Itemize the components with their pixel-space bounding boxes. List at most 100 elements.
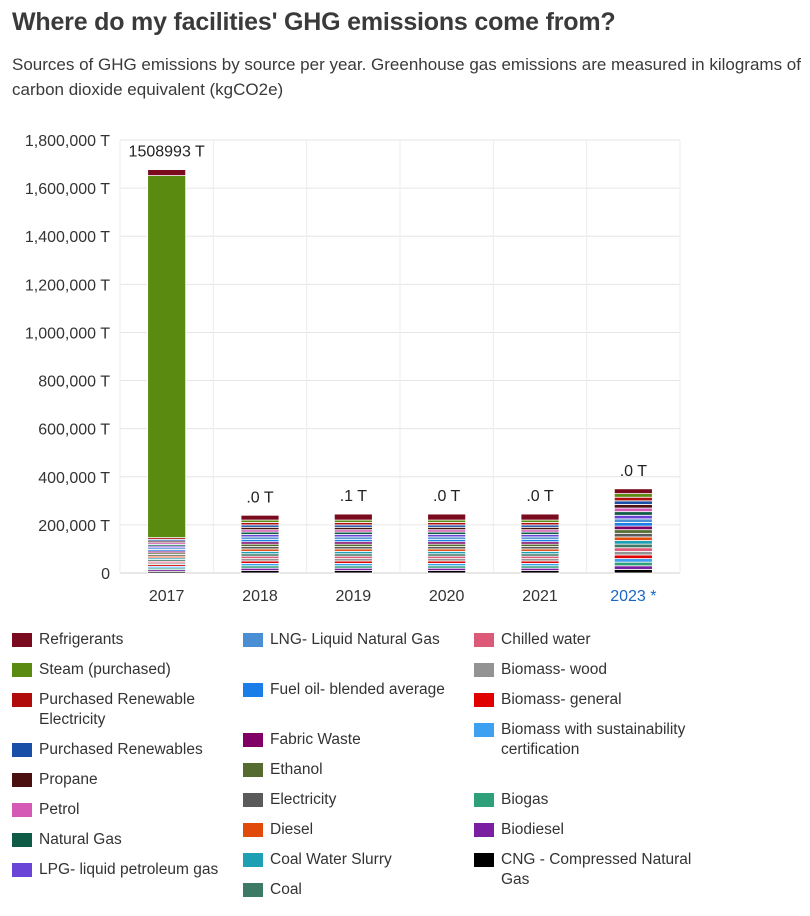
y-tick-label: 200,000 T	[38, 518, 110, 535]
legend-swatch	[474, 693, 494, 707]
bar-segment	[613, 522, 653, 527]
legend-swatch	[474, 633, 494, 647]
bar-segment	[613, 540, 653, 545]
bar-total-label: .1 T	[340, 488, 368, 505]
bar-segment	[613, 500, 653, 505]
bar-segment	[520, 513, 560, 521]
legend-swatch	[243, 633, 263, 647]
x-tick-label: 2017	[149, 588, 185, 605]
bar-segment	[613, 547, 653, 552]
x-tick-label: 2021	[522, 588, 558, 605]
legend-swatch	[12, 833, 32, 847]
legend-swatch	[474, 663, 494, 677]
bar-segment	[613, 565, 653, 570]
bar-segment	[613, 504, 653, 509]
bar-segment	[613, 561, 653, 567]
legend-swatch	[12, 743, 32, 757]
legend-label: Steam (purchased)	[39, 661, 171, 678]
legend-label: Biogas	[501, 791, 549, 808]
legend-swatch	[243, 733, 263, 747]
legend-label: LPG- liquid petroleum gas	[39, 861, 219, 878]
bar-segment	[613, 554, 653, 559]
legend-label: Natural Gas	[39, 831, 122, 848]
legend-swatch	[243, 683, 263, 697]
y-tick-label: 1,200,000 T	[25, 277, 110, 294]
legend-label: LNG- Liquid Natural Gas	[270, 631, 440, 648]
page-title: Where do my facilities' GHG emissions co…	[12, 8, 616, 36]
bar-segment	[613, 525, 653, 531]
bar-segment	[613, 536, 653, 541]
bar-segment	[613, 511, 653, 516]
bar-segment	[613, 558, 653, 563]
legend-swatch	[243, 853, 263, 867]
bar-segment	[613, 493, 653, 498]
legend-label: Purchased Renewable Electricity	[39, 691, 195, 728]
legend-label: Ethanol	[270, 761, 323, 778]
bar-segment	[613, 496, 653, 502]
legend-swatch	[243, 763, 263, 777]
legend-label: Biomass with sustainability certificatio…	[501, 721, 686, 758]
legend-label: Propane	[39, 771, 98, 788]
legend-swatch	[243, 823, 263, 837]
y-tick-label: 400,000 T	[38, 470, 110, 487]
legend-swatch	[243, 793, 263, 807]
y-tick-label: 1,400,000 T	[25, 229, 110, 246]
legend-swatch	[474, 853, 494, 867]
bar-segment	[613, 507, 653, 513]
y-tick-label: 800,000 T	[38, 374, 110, 391]
legend-swatch	[474, 823, 494, 837]
y-tick-label: 1,600,000 T	[25, 181, 110, 198]
bar-segment	[147, 175, 187, 539]
bar-segment	[613, 543, 653, 549]
bar-segment	[613, 514, 653, 520]
legend-label: Refrigerants	[39, 631, 124, 648]
legend-label: Diesel	[270, 821, 314, 838]
legend-label: Biomass- general	[501, 691, 622, 708]
bar-total-label: 1508993 T	[129, 144, 205, 161]
bar-segment	[613, 568, 653, 574]
y-tick-label: 1,000,000 T	[25, 325, 110, 342]
bar-segment	[613, 550, 653, 556]
x-tick-label: 2020	[429, 588, 465, 605]
legend-label: Biodiesel	[501, 821, 564, 838]
y-tick-label: 600,000 T	[38, 422, 110, 439]
legend-swatch	[12, 663, 32, 677]
y-tick-label: 0	[101, 566, 110, 583]
legend-swatch	[12, 863, 32, 877]
chart-subtitle: Sources of GHG emissions by source per y…	[12, 55, 801, 99]
x-tick-label: 2019	[336, 588, 372, 605]
y-tick-label: 1,800,000 T	[25, 133, 110, 150]
bar-segment	[613, 532, 653, 538]
bar-segment	[613, 488, 653, 495]
legend-swatch	[243, 883, 263, 897]
legend-swatch	[474, 793, 494, 807]
legend-swatch	[12, 803, 32, 817]
emissions-stacked-bar-chart: 0 200,000 T 400,000 T 600,000 T 800,000 T 1,0…	[25, 133, 681, 605]
legend-label: Fuel oil- blended average	[270, 681, 445, 698]
legend-swatch	[474, 723, 494, 737]
bar-segment	[333, 513, 373, 521]
legend-label: Coal Water Slurry	[270, 851, 392, 868]
bar-segment	[427, 513, 467, 521]
bar-total-label: .0 T	[620, 463, 648, 480]
legend-label: Coal	[270, 881, 302, 898]
x-tick-label: 2018	[242, 588, 278, 605]
legend-label: Biomass- wood	[501, 661, 607, 678]
legend-label: Purchased Renewables	[39, 741, 203, 758]
legend-label: Chilled water	[501, 631, 591, 648]
legend-label: CNG - Compressed Natural Gas	[501, 851, 692, 888]
bar-total-label: .0 T	[526, 488, 554, 505]
legend-label: Electricity	[270, 791, 337, 808]
bar-segment	[613, 518, 653, 523]
bar-segment	[613, 529, 653, 534]
bar-segment	[240, 514, 280, 521]
bar-total-label: .0 T	[433, 488, 461, 505]
legend-swatch	[12, 633, 32, 647]
bar-total-label: .0 T	[246, 489, 274, 506]
bar-segment	[147, 169, 187, 177]
legend-label: Fabric Waste	[270, 731, 361, 748]
x-tick-label: 2023 *	[610, 588, 656, 605]
legend-swatch	[12, 693, 32, 707]
legend-swatch	[12, 773, 32, 787]
legend-label: Petrol	[39, 801, 80, 818]
